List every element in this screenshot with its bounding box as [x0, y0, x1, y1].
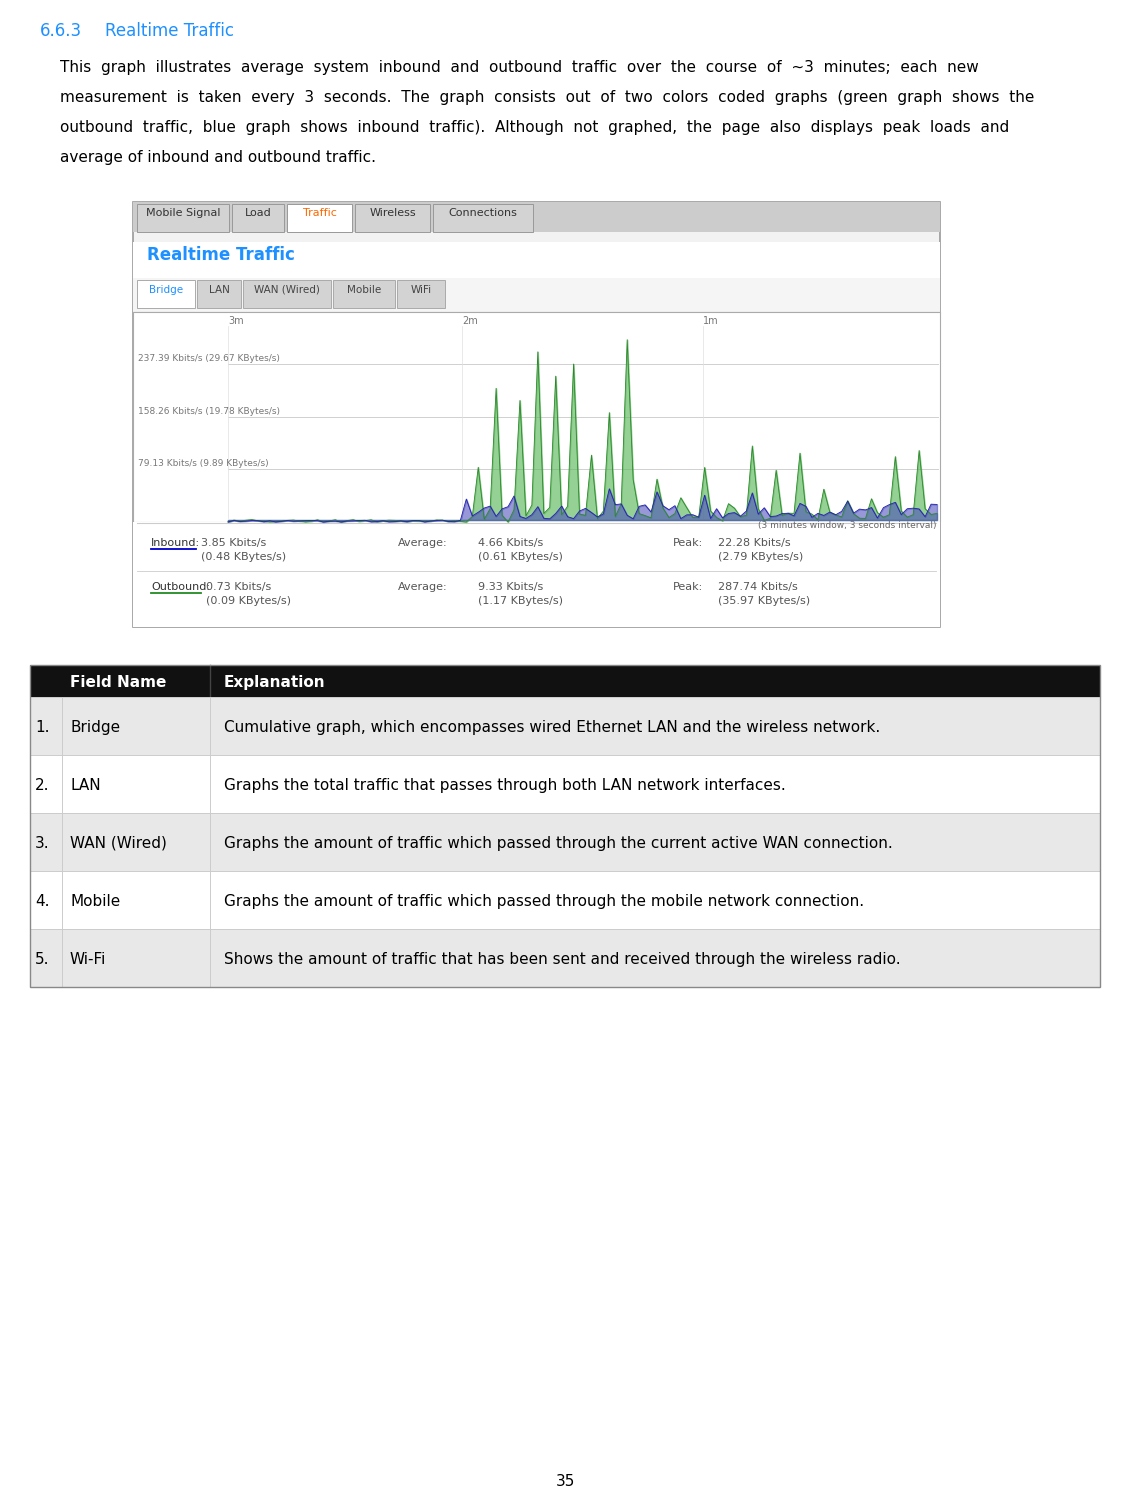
- Text: 1m: 1m: [703, 316, 718, 326]
- Text: 1.: 1.: [35, 720, 50, 735]
- Bar: [133, 243, 940, 627]
- Text: 287.74 Kbits/s: 287.74 Kbits/s: [718, 582, 797, 592]
- Text: 5.: 5.: [35, 952, 50, 967]
- Text: 4.: 4.: [35, 894, 50, 909]
- Text: 3.: 3.: [35, 836, 50, 851]
- Bar: [197, 280, 241, 307]
- Text: LAN: LAN: [70, 778, 101, 793]
- Text: Mobile: Mobile: [70, 894, 120, 909]
- Text: (0.48 KBytes/s): (0.48 KBytes/s): [201, 552, 286, 562]
- Text: Wi-Fi: Wi-Fi: [70, 952, 106, 967]
- Bar: [31, 871, 1100, 928]
- Bar: [232, 203, 284, 232]
- Text: Average:: Average:: [398, 538, 448, 549]
- Bar: [397, 280, 444, 307]
- Text: 35: 35: [555, 1474, 576, 1489]
- Bar: [31, 755, 1100, 812]
- Text: Outbound:: Outbound:: [152, 582, 210, 592]
- Bar: [31, 665, 1100, 987]
- Text: (1.17 KBytes/s): (1.17 KBytes/s): [478, 595, 563, 606]
- Text: 2.: 2.: [35, 778, 50, 793]
- Text: (3 minutes window, 3 seconds interval): (3 minutes window, 3 seconds interval): [758, 521, 936, 530]
- Text: 237.39 Kbits/s (29.67 KBytes/s): 237.39 Kbits/s (29.67 KBytes/s): [138, 354, 279, 363]
- Bar: [31, 665, 1100, 698]
- Text: average of inbound and outbound traffic.: average of inbound and outbound traffic.: [60, 151, 375, 164]
- Text: Realtime Traffic: Realtime Traffic: [105, 23, 234, 41]
- Text: Inbound:: Inbound:: [152, 538, 200, 549]
- Text: 22.28 Kbits/s: 22.28 Kbits/s: [718, 538, 791, 549]
- Text: Graphs the total traffic that passes through both LAN network interfaces.: Graphs the total traffic that passes thr…: [224, 778, 786, 793]
- Text: Traffic: Traffic: [303, 208, 336, 219]
- Text: outbound  traffic,  blue  graph  shows  inbound  traffic).  Although  not  graph: outbound traffic, blue graph shows inbou…: [60, 121, 1009, 136]
- Text: (2.79 KBytes/s): (2.79 KBytes/s): [718, 552, 803, 562]
- Text: WiFi: WiFi: [411, 285, 432, 295]
- Bar: [133, 202, 940, 627]
- Text: Realtime Traffic: Realtime Traffic: [147, 246, 295, 264]
- Text: 3.85 Kbits/s: 3.85 Kbits/s: [201, 538, 266, 549]
- Text: Peak:: Peak:: [673, 538, 703, 549]
- Bar: [287, 203, 352, 232]
- Text: 158.26 Kbits/s (19.78 KBytes/s): 158.26 Kbits/s (19.78 KBytes/s): [138, 407, 280, 416]
- Text: measurement  is  taken  every  3  seconds.  The  graph  consists  out  of  two  : measurement is taken every 3 seconds. Th…: [60, 90, 1035, 105]
- Text: Peak:: Peak:: [673, 582, 703, 592]
- Text: 9.33 Kbits/s: 9.33 Kbits/s: [478, 582, 543, 592]
- Bar: [31, 812, 1100, 871]
- Text: 79.13 Kbits/s (9.89 KBytes/s): 79.13 Kbits/s (9.89 KBytes/s): [138, 460, 269, 469]
- Bar: [133, 521, 940, 627]
- Text: 0.73 Kbits/s: 0.73 Kbits/s: [206, 582, 271, 592]
- Bar: [333, 280, 395, 307]
- Text: Wireless: Wireless: [369, 208, 416, 219]
- Bar: [31, 698, 1100, 755]
- Text: WAN (Wired): WAN (Wired): [254, 285, 320, 295]
- Text: 4.66 Kbits/s: 4.66 Kbits/s: [478, 538, 543, 549]
- Bar: [137, 203, 228, 232]
- Text: (0.61 KBytes/s): (0.61 KBytes/s): [478, 552, 563, 562]
- Text: Cumulative graph, which encompasses wired Ethernet LAN and the wireless network.: Cumulative graph, which encompasses wire…: [224, 720, 880, 735]
- Bar: [133, 202, 940, 232]
- Text: Graphs the amount of traffic which passed through the current active WAN connect: Graphs the amount of traffic which passe…: [224, 836, 892, 851]
- Text: Field Name: Field Name: [70, 675, 166, 690]
- Text: 3m: 3m: [228, 316, 243, 326]
- Text: Connections: Connections: [449, 208, 518, 219]
- Text: WAN (Wired): WAN (Wired): [70, 836, 167, 851]
- Text: Bridge: Bridge: [149, 285, 183, 295]
- Text: (35.97 KBytes/s): (35.97 KBytes/s): [718, 595, 810, 606]
- Text: LAN: LAN: [208, 285, 230, 295]
- Text: (0.09 KBytes/s): (0.09 KBytes/s): [206, 595, 291, 606]
- Bar: [137, 280, 195, 307]
- Text: Average:: Average:: [398, 582, 448, 592]
- Text: Mobile Signal: Mobile Signal: [146, 208, 221, 219]
- Text: Explanation: Explanation: [224, 675, 326, 690]
- Text: Shows the amount of traffic that has been sent and received through the wireless: Shows the amount of traffic that has bee…: [224, 952, 900, 967]
- Bar: [133, 277, 940, 312]
- Text: Mobile: Mobile: [347, 285, 381, 295]
- Text: Graphs the amount of traffic which passed through the mobile network connection.: Graphs the amount of traffic which passe…: [224, 894, 864, 909]
- Text: Bridge: Bridge: [70, 720, 120, 735]
- Text: 6.6.3: 6.6.3: [40, 23, 83, 41]
- Bar: [31, 928, 1100, 987]
- Bar: [355, 203, 430, 232]
- Bar: [243, 280, 331, 307]
- Bar: [433, 203, 533, 232]
- Bar: [133, 312, 940, 521]
- Text: Load: Load: [244, 208, 271, 219]
- Text: 2m: 2m: [461, 316, 477, 326]
- Text: This  graph  illustrates  average  system  inbound  and  outbound  traffic  over: This graph illustrates average system in…: [60, 60, 978, 75]
